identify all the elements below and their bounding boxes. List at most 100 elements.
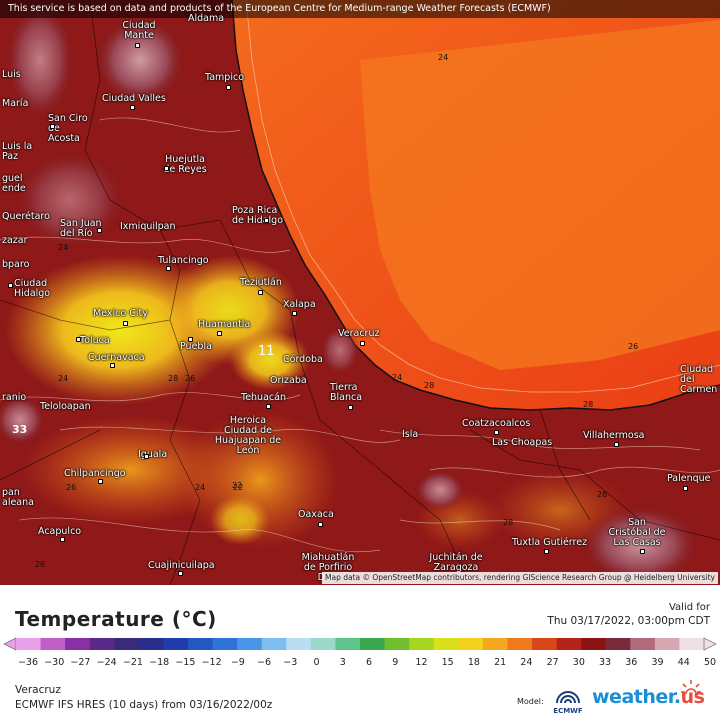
city-label[interactable]: guel ende: [2, 173, 26, 194]
scale-tick-label: 21: [494, 657, 507, 668]
scale-swatch: [65, 638, 91, 650]
city-label[interactable]: Ciudad Valles: [102, 93, 166, 104]
city-label[interactable]: Cuernavaca: [88, 352, 145, 363]
city-label[interactable]: María: [2, 98, 29, 109]
city-marker: [166, 266, 171, 271]
scale-swatch: [188, 638, 214, 650]
scale-swatch: [335, 638, 361, 650]
contour-label: 24: [58, 374, 69, 383]
city-label[interactable]: Ciudad Hidalgo: [14, 278, 51, 299]
scale-tick-label: 18: [467, 657, 480, 668]
city-label[interactable]: Ixmiquilpan: [120, 221, 176, 232]
scale-tick-label: 50: [703, 657, 717, 668]
scale-arrow-low: [3, 637, 17, 651]
city-label[interactable]: San Juan del Río: [60, 218, 102, 239]
contour-label: 26: [185, 374, 196, 383]
city-label[interactable]: Huamantla: [198, 319, 251, 330]
scale-swatch: [163, 638, 189, 650]
scale-swatch: [654, 638, 680, 650]
city-marker: [348, 405, 353, 410]
valid-time: Thu 03/17/2022, 03:00pm CDT: [547, 615, 710, 627]
scale-tick-label: −9: [230, 657, 245, 668]
city-label[interactable]: San Ciro de Acosta: [48, 113, 88, 144]
coast-contour: [245, 0, 720, 393]
city-marker: [258, 290, 263, 295]
scale-tick-label: 36: [625, 657, 638, 668]
city-label[interactable]: San Cristóbal de Las Casas: [608, 517, 666, 548]
city-label[interactable]: Acapulco: [38, 526, 82, 537]
city-label[interactable]: Huejutla de Reyes: [163, 154, 207, 175]
city-marker: [76, 337, 81, 342]
city-label[interactable]: Isla: [402, 429, 419, 440]
contour-label: 26: [628, 342, 639, 351]
scale-swatch: [212, 638, 238, 650]
city-label[interactable]: pan aleana: [2, 487, 34, 508]
city-label[interactable]: Toluca: [80, 335, 110, 346]
city-label[interactable]: Teloloapan: [40, 401, 91, 412]
city-label[interactable]: Querétaro: [2, 211, 50, 222]
city-label[interactable]: Heroica Ciudad de Huajuapan de León: [214, 415, 282, 456]
city-label[interactable]: Tierra Blanca: [330, 382, 363, 403]
city-label[interactable]: Iguala: [138, 449, 168, 460]
scale-swatch: [532, 638, 558, 650]
city-label[interactable]: Córdoba: [283, 354, 323, 365]
city-label[interactable]: Villahermosa: [583, 430, 645, 441]
city-label[interactable]: Cuajinicuilapa: [148, 560, 215, 571]
city-marker: [130, 105, 135, 110]
city-label[interactable]: bparo: [2, 259, 30, 270]
city-label[interactable]: Coatzacoalcos: [462, 418, 531, 429]
city-label[interactable]: Chilpancingo: [64, 468, 126, 479]
city-label[interactable]: zazar: [2, 235, 28, 246]
temperature-map[interactable]: This service is based on data and produc…: [0, 0, 720, 585]
city-label[interactable]: Mexico City: [93, 308, 148, 319]
city-label[interactable]: Oaxaca: [298, 509, 334, 520]
weather-us-logo[interactable]: weather.us: [592, 680, 705, 708]
scale-swatch: [286, 638, 312, 650]
city-marker: [144, 454, 149, 459]
contour-label: 28: [424, 381, 435, 390]
city-marker: [98, 479, 103, 484]
legend-panel: Temperature (°C) Valid for Thu 03/17/202…: [0, 585, 720, 720]
city-marker: [123, 321, 128, 326]
scale-tick-label: 3: [339, 657, 346, 668]
city-label[interactable]: Luis: [2, 69, 21, 80]
scale-tick-label: −24: [96, 657, 117, 668]
city-label[interactable]: Puebla: [180, 341, 212, 352]
scale-swatch: [630, 638, 656, 650]
city-label[interactable]: Veracruz: [338, 328, 380, 339]
city-label[interactable]: Palenque: [667, 473, 711, 484]
city-label[interactable]: Teziutlán: [240, 277, 282, 288]
city-label[interactable]: Ciudad del Carmen: [680, 364, 718, 395]
scale-swatch: [556, 638, 582, 650]
scale-swatch: [138, 638, 164, 650]
city-label[interactable]: Luis la Paz: [2, 141, 33, 162]
city-label[interactable]: Tampico: [205, 72, 245, 83]
scale-tick-label: 27: [546, 657, 559, 668]
contour-label: 22: [232, 481, 243, 490]
city-marker: [292, 311, 297, 316]
contour-label: 26: [35, 560, 46, 569]
contour-label: 24: [58, 243, 69, 252]
scale-swatch: [384, 638, 410, 650]
city-label[interactable]: Xalapa: [283, 299, 316, 310]
city-label[interactable]: Aldama: [188, 13, 225, 24]
city-label[interactable]: Orizaba: [270, 375, 307, 386]
city-label[interactable]: Juchitán de Zaragoza: [429, 552, 483, 573]
scale-tick-label: −6: [257, 657, 272, 668]
scale-tick-label: −27: [70, 657, 91, 668]
city-label[interactable]: Poza Rica de Hidalgo: [232, 205, 284, 226]
color-scale: [3, 637, 717, 651]
city-marker: [164, 166, 169, 171]
scale-tick-label: 44: [677, 657, 690, 668]
city-label[interactable]: ranio: [2, 392, 27, 403]
city-label[interactable]: Ciudad Mante: [122, 20, 156, 41]
city-label[interactable]: Tehuacán: [241, 392, 286, 403]
city-label[interactable]: Tulancingo: [158, 255, 209, 266]
city-label[interactable]: Tuxtla Gutiérrez: [512, 537, 588, 548]
scale-swatch: [409, 638, 435, 650]
scale-tick-label: 12: [415, 657, 428, 668]
city-label[interactable]: Las Choapas: [492, 437, 553, 448]
scale-tick-label: −30: [44, 657, 65, 668]
scale-tick-label: 30: [572, 657, 585, 668]
ecmwf-banner: This service is based on data and produc…: [0, 0, 720, 18]
